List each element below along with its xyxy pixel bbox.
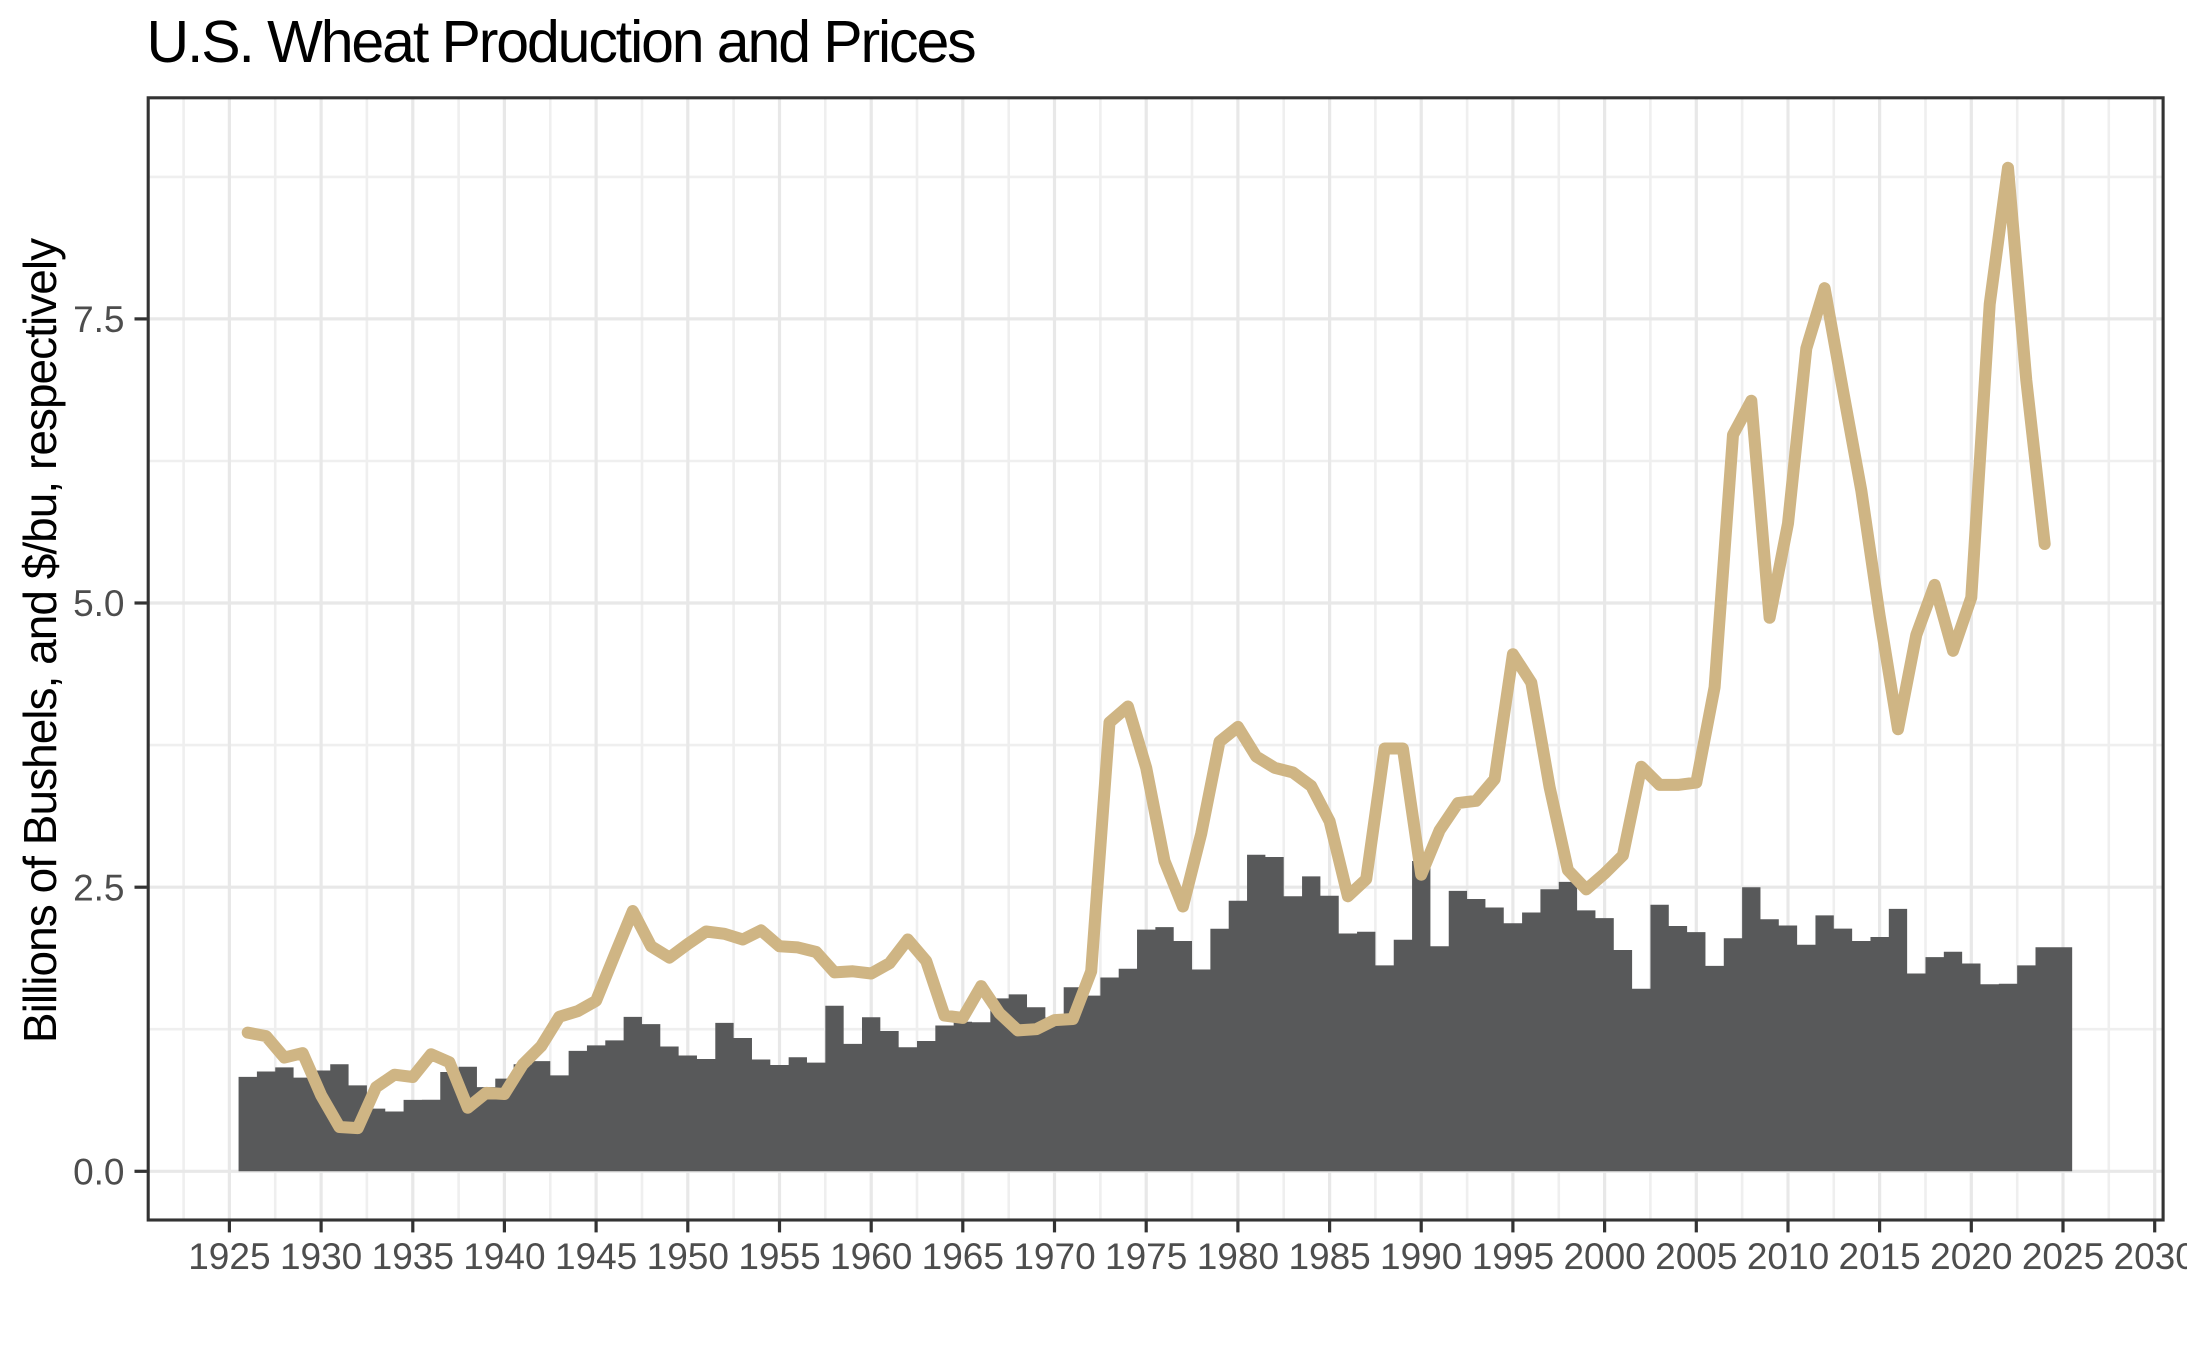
svg-text:1935: 1935 [372, 1236, 454, 1277]
svg-text:Billions of Bushels, and $/bu,: Billions of Bushels, and $/bu, respectiv… [14, 238, 66, 1043]
svg-text:1995: 1995 [1472, 1236, 1554, 1277]
svg-text:5.0: 5.0 [73, 583, 124, 624]
svg-text:1925: 1925 [188, 1236, 270, 1277]
svg-text:1955: 1955 [738, 1236, 820, 1277]
svg-text:1975: 1975 [1105, 1236, 1187, 1277]
svg-text:1940: 1940 [463, 1236, 545, 1277]
svg-text:1965: 1965 [922, 1236, 1004, 1277]
svg-text:2015: 2015 [1838, 1236, 1920, 1277]
svg-text:1930: 1930 [280, 1236, 362, 1277]
svg-text:1980: 1980 [1197, 1236, 1279, 1277]
svg-text:2025: 2025 [2022, 1236, 2104, 1277]
svg-text:1970: 1970 [1013, 1236, 1095, 1277]
svg-text:1985: 1985 [1288, 1236, 1370, 1277]
svg-text:7.5: 7.5 [73, 299, 124, 340]
svg-text:1960: 1960 [830, 1236, 912, 1277]
svg-text:1945: 1945 [555, 1236, 637, 1277]
svg-text:2.5: 2.5 [73, 867, 124, 908]
svg-text:2005: 2005 [1655, 1236, 1737, 1277]
svg-text:2020: 2020 [1930, 1236, 2012, 1277]
svg-text:0.0: 0.0 [73, 1152, 124, 1193]
svg-text:2010: 2010 [1747, 1236, 1829, 1277]
svg-text:1950: 1950 [647, 1236, 729, 1277]
svg-text:1990: 1990 [1380, 1236, 1462, 1277]
svg-text:2000: 2000 [1563, 1236, 1645, 1277]
svg-text:2030: 2030 [2114, 1236, 2187, 1277]
svg-text:U.S. Wheat Production and Pric: U.S. Wheat Production and Prices [147, 9, 976, 75]
